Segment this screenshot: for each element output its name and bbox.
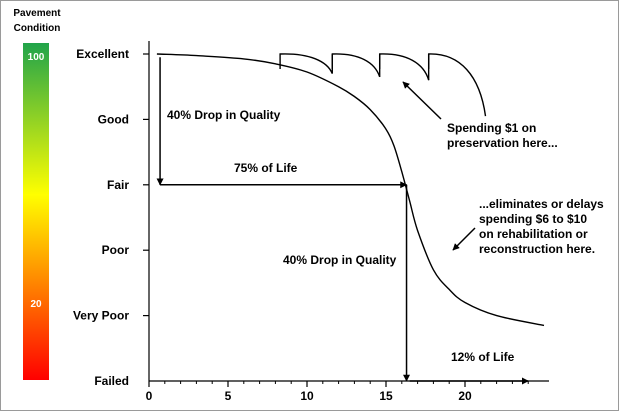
y-tick-label: Very Poor bbox=[73, 309, 129, 323]
y-tick-label: Good bbox=[98, 112, 129, 126]
scale-title-line-1: Pavement bbox=[13, 8, 61, 19]
preservation-bump-4 bbox=[428, 53, 487, 117]
preservation-bump-3 bbox=[379, 53, 430, 81]
y-tick-label: Poor bbox=[102, 243, 130, 257]
annotation-preservation-line-2: preservation here... bbox=[447, 136, 558, 150]
annotation-rehab-line-4: reconstruction here. bbox=[479, 242, 595, 256]
x-tick-label: 0 bbox=[146, 389, 153, 403]
y-tick-label: Failed bbox=[94, 374, 129, 388]
x-tick-label: 20 bbox=[458, 389, 472, 403]
deterioration-curve bbox=[156, 53, 545, 327]
x-tick-label: 15 bbox=[379, 389, 393, 403]
x-axis: 0 5 10 15 20 bbox=[146, 381, 529, 403]
condition-scale: Pavement Condition 100 20 bbox=[13, 8, 61, 380]
condition-gradient-bar bbox=[23, 43, 49, 380]
scale-title-line-2: Condition bbox=[14, 23, 61, 34]
y-tick-label: Excellent bbox=[76, 47, 129, 61]
arrows bbox=[156, 57, 529, 385]
annotation-rehab-line-2: spending $6 to $10 bbox=[479, 212, 587, 226]
annotation-life-2: 12% of Life bbox=[451, 350, 515, 364]
x-tick-label: 10 bbox=[300, 389, 314, 403]
preservation-bump-1 bbox=[279, 53, 333, 74]
preservation-bump-2 bbox=[331, 53, 381, 78]
y-axis: Excellent Good Fair Poor Very Poor Failed bbox=[73, 47, 149, 388]
x-tick-label: 5 bbox=[225, 389, 232, 403]
annotation-rehab-line-3: on rehabilitation or bbox=[479, 227, 588, 241]
annotation-preservation-line-1: Spending $1 on bbox=[447, 121, 536, 135]
annotation-drop-2: 40% Drop in Quality bbox=[283, 253, 397, 267]
annotation-rehab-line-1: ...eliminates or delays bbox=[479, 197, 604, 211]
annotation-life-1: 75% of Life bbox=[234, 161, 298, 175]
preservation-pointer-arrow bbox=[402, 81, 442, 120]
scale-label-20: 20 bbox=[30, 299, 42, 310]
rehab-pointer-arrow bbox=[452, 227, 476, 251]
preservation-treatments bbox=[279, 53, 487, 117]
annotation-drop-1: 40% Drop in Quality bbox=[167, 108, 281, 122]
annotations: 40% Drop in Quality 75% of Life 40% Drop… bbox=[167, 81, 604, 364]
scale-label-100: 100 bbox=[28, 52, 45, 63]
y-tick-label: Fair bbox=[107, 178, 129, 192]
